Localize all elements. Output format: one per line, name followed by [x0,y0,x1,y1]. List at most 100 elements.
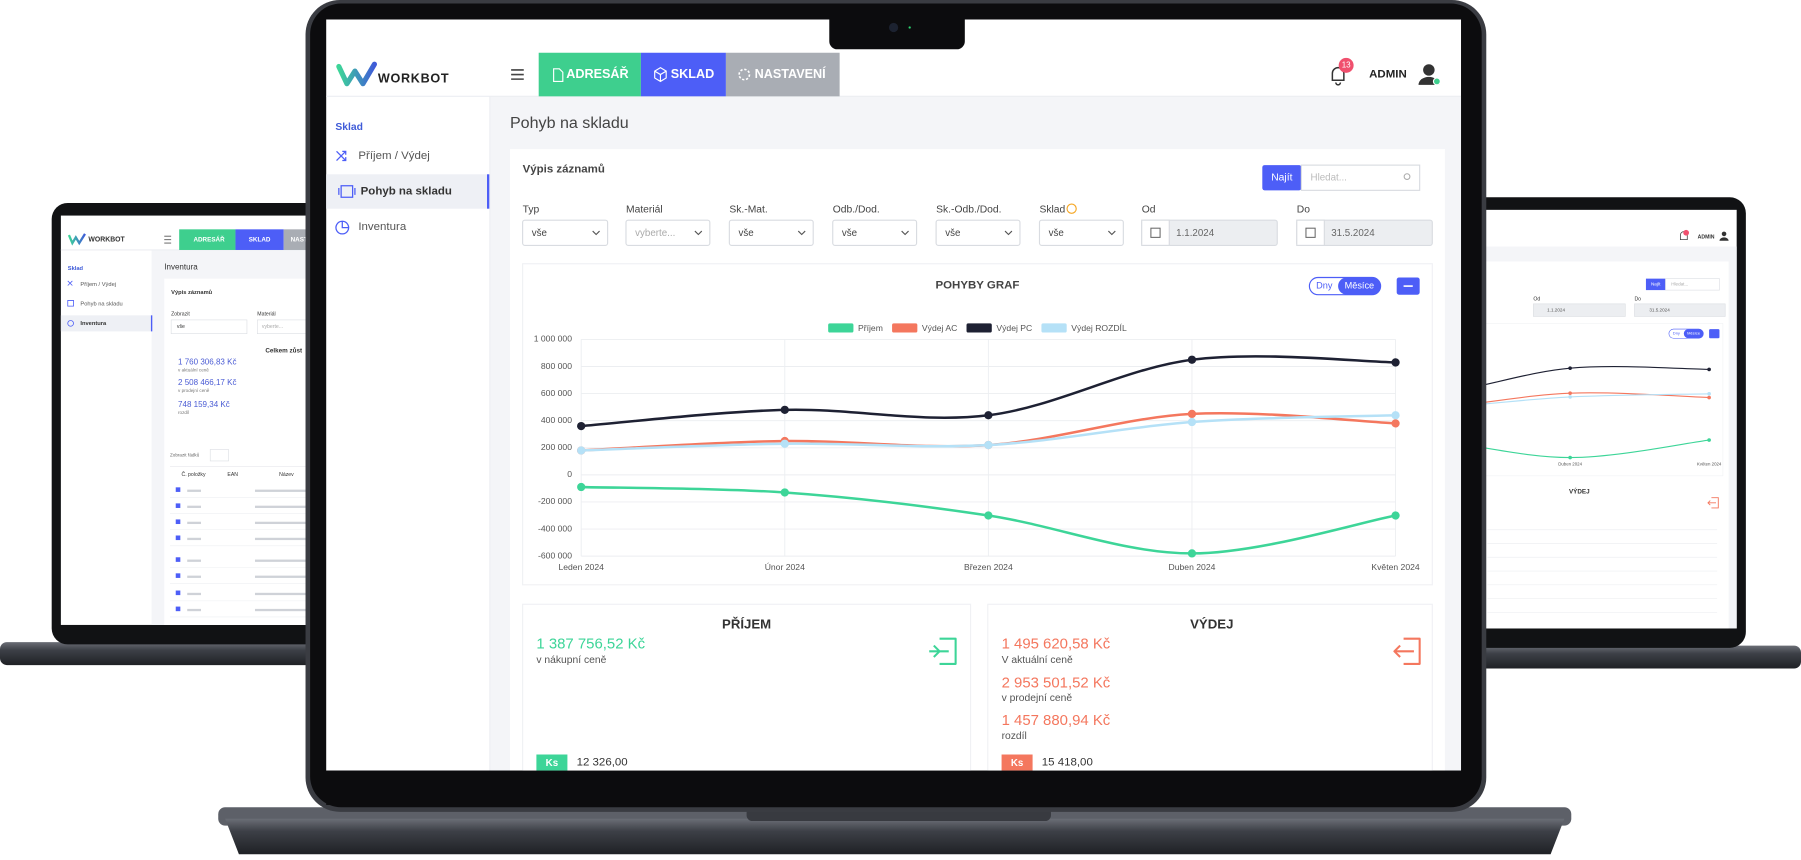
toggle-label[interactable]: Dny [1673,331,1680,336]
data-point[interactable] [1568,391,1572,395]
select[interactable] [935,219,1021,246]
toggle-label[interactable]: Měsíce [1345,281,1375,291]
search-icon [1403,173,1411,180]
row-checkbox[interactable] [175,519,181,525]
sidebar-item[interactable]: Příjem / Výdej [358,150,429,162]
search-input[interactable] [1665,278,1720,291]
select[interactable] [728,219,814,246]
row-checkbox[interactable] [175,590,181,596]
search-button-label[interactable]: Najít [1271,172,1292,183]
select[interactable] [625,219,711,246]
sidebar-item[interactable]: Příjem / Výdej [80,282,116,288]
toggle-active[interactable] [1338,277,1381,295]
data-point[interactable] [577,421,586,431]
row-checkbox[interactable] [175,487,181,492]
data-point[interactable] [1707,367,1711,372]
row-checkbox[interactable] [175,573,181,578]
avatar[interactable] [1721,231,1727,237]
row-checkbox[interactable] [175,606,181,612]
date-input[interactable] [1533,303,1626,317]
x-tick-label: Květen 2024 [1697,462,1722,467]
data-point[interactable] [1707,438,1711,442]
legend-swatch[interactable] [892,323,918,333]
data-point[interactable] [984,440,993,450]
search-button[interactable] [1645,278,1666,291]
data-point[interactable] [1187,417,1197,427]
data-point[interactable] [577,446,586,455]
data-point[interactable] [1568,395,1572,399]
legend-label[interactable]: Výdej AC [922,323,957,333]
date-input[interactable] [1634,303,1726,317]
search-button-label[interactable]: Najít [1651,282,1661,287]
bell-icon[interactable] [1331,66,1345,86]
data-point[interactable] [780,405,789,414]
user-name[interactable]: ADMIN [1369,69,1407,81]
legend-swatch[interactable] [828,323,854,333]
data-point[interactable] [1568,455,1572,460]
nav-label[interactable]: SKLAD [671,67,714,81]
rows-select[interactable] [209,449,229,462]
quantity: 15 418,00 [1042,757,1093,769]
avatar[interactable] [1423,64,1435,76]
select[interactable] [832,219,918,246]
nav-icon [738,68,751,81]
data-point[interactable] [780,439,789,448]
toggle-label[interactable]: Dny [1316,281,1333,291]
legend-swatch[interactable] [966,323,992,333]
search-input[interactable] [1300,164,1421,191]
row-checkbox[interactable] [175,535,181,541]
nav-label[interactable]: ADRESÁŘ [193,234,225,243]
sidebar-section: Sklad [68,266,84,272]
data-point[interactable] [1391,358,1400,367]
info-icon [1066,203,1077,214]
data-point[interactable] [1707,391,1711,396]
unit-badge [1001,754,1033,771]
toggle-label[interactable]: Měsíce [1687,331,1701,336]
toggle-active[interactable] [1683,329,1704,339]
badge [1683,229,1690,236]
data-point[interactable] [984,511,993,520]
legend-label[interactable]: Příjem [858,323,883,333]
sidebar-item[interactable]: Inventura [358,221,406,233]
data-point[interactable] [984,411,993,420]
nav-label[interactable]: SKLAD [249,236,271,243]
data-point[interactable] [1187,549,1197,558]
data-point[interactable] [780,488,789,497]
data-point[interactable] [577,482,586,492]
user-name[interactable]: ADMIN [1698,235,1715,241]
sidebar-item[interactable]: Pohyb na skladu [80,301,122,307]
nav-tab[interactable] [538,52,641,97]
legend-label[interactable]: Výdej PC [996,323,1032,333]
nav-tab[interactable] [725,52,840,97]
data-point[interactable] [1391,411,1400,420]
row-checkbox[interactable] [175,557,181,562]
menu-icon[interactable] [164,235,172,244]
sidebar-item[interactable]: Inventura [80,321,107,327]
row-text [254,559,311,562]
legend-label[interactable]: Výdej ROZDÍL [1071,323,1127,333]
nav-label[interactable]: ADRESÁŘ [566,66,628,81]
data-point[interactable] [1187,409,1197,419]
data-point[interactable] [1391,419,1400,428]
nav-tab[interactable] [179,229,236,250]
data-point[interactable] [1707,395,1711,400]
nav-label[interactable]: NASTAVENÍ [755,66,827,81]
menu-icon[interactable] [511,69,524,80]
sidebar-item[interactable]: Pohyb na skladu [361,186,452,198]
select[interactable] [170,319,248,334]
row-checkbox[interactable] [175,503,181,508]
data-point[interactable] [1391,511,1400,520]
data-point[interactable] [1568,366,1572,371]
collapse-button[interactable] [1709,329,1720,339]
chevron [694,230,703,236]
data-point[interactable] [1187,355,1197,364]
filter-label: Typ [523,205,540,216]
select[interactable] [1038,219,1124,246]
select[interactable] [522,219,609,246]
y-tick-label: 200 000 [541,442,572,452]
legend-swatch[interactable] [1041,323,1067,333]
nav-tab[interactable] [235,229,284,250]
select-value: vše [177,324,185,330]
table-header: EAN [227,472,238,478]
search-button[interactable] [1262,165,1302,191]
